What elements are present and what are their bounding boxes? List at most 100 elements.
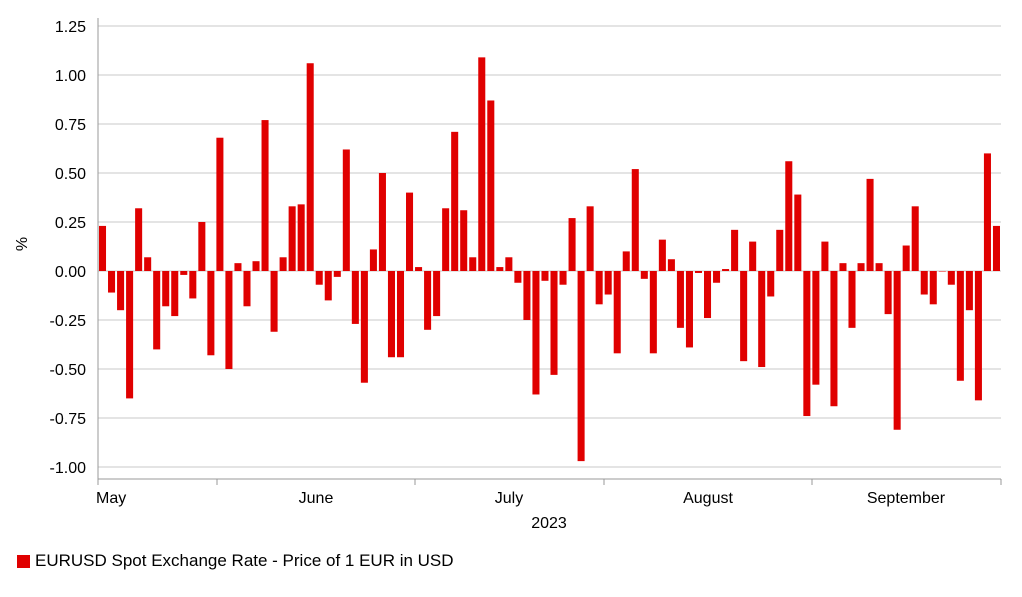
bar (704, 271, 712, 319)
bar (460, 210, 468, 271)
bar (387, 271, 395, 358)
bar (577, 271, 585, 462)
bar (604, 271, 612, 295)
y-tick-label: -0.75 (50, 411, 87, 428)
bar (234, 263, 242, 271)
bar (676, 271, 684, 328)
bar (830, 271, 838, 407)
bar (424, 271, 432, 330)
bar (911, 206, 919, 271)
bar (261, 120, 269, 271)
bar (803, 271, 811, 417)
bar (767, 271, 775, 297)
x-axis-label: 2023 (531, 515, 567, 532)
bar (216, 137, 224, 271)
bar (631, 169, 639, 271)
bar (153, 271, 161, 350)
bar (839, 263, 847, 271)
bar (956, 271, 964, 381)
bar (731, 229, 739, 271)
bar (523, 271, 531, 320)
bar (685, 271, 693, 348)
bar (297, 204, 305, 271)
y-tick-labels: 1.25 1.00 0.75 0.50 0.25 0.00 -0.25 -0.50 -0.75 -… (50, 19, 87, 477)
bar (974, 271, 982, 401)
x-tick-label: September (867, 490, 946, 507)
bar (550, 271, 558, 375)
bar (938, 271, 946, 272)
bar (559, 271, 567, 285)
bar (117, 271, 125, 311)
bar (785, 161, 793, 271)
bar (658, 239, 666, 271)
bar (171, 271, 179, 317)
bar (848, 271, 856, 328)
x-tick-labels: May June July August September (96, 479, 1002, 507)
bar (162, 271, 170, 307)
bar (947, 271, 955, 285)
bar (776, 229, 784, 271)
y-axis-label: % (14, 237, 31, 251)
legend: EURUSD Spot Exchange Rate - Price of 1 E… (17, 551, 454, 571)
bar (180, 271, 188, 275)
bar (396, 271, 405, 358)
bar (749, 241, 757, 271)
bar (929, 271, 937, 305)
bar (351, 271, 359, 324)
x-tick-label: May (96, 490, 126, 507)
bar (270, 271, 278, 332)
bar (315, 271, 323, 285)
bar (514, 271, 522, 283)
bar (505, 257, 513, 271)
bar (189, 271, 197, 299)
y-tick-label: 1.25 (55, 19, 86, 36)
y-tick-label: -1.00 (50, 460, 87, 477)
bar (144, 257, 152, 271)
bar (722, 269, 730, 271)
bar (207, 271, 215, 356)
bar (568, 218, 576, 271)
bar (884, 271, 892, 315)
x-tick-label: July (495, 490, 523, 507)
y-tick-label: 0.25 (55, 215, 86, 232)
bar (857, 263, 865, 271)
bar (965, 271, 973, 311)
bar (875, 263, 883, 271)
bar (866, 178, 874, 271)
bar (451, 131, 459, 271)
x-tick-label: June (299, 490, 334, 507)
bar (983, 153, 991, 271)
bar (812, 271, 820, 385)
bars (98, 57, 1000, 462)
bar (532, 271, 540, 395)
legend-swatch (17, 554, 30, 568)
y-tick-label: 1.00 (55, 68, 86, 85)
bar (243, 271, 251, 307)
bar (369, 249, 377, 271)
bar (433, 271, 441, 317)
bar (902, 245, 910, 271)
bar (478, 57, 486, 271)
bar (487, 100, 495, 271)
bar (252, 261, 260, 271)
bar (469, 257, 477, 271)
bar-chart: 1.25 1.00 0.75 0.50 0.25 0.00 -0.25 -0.50 -0.75 -… (14, 18, 1002, 532)
bar (992, 225, 1000, 271)
bar (333, 271, 341, 277)
bar (713, 271, 721, 283)
bar (415, 267, 423, 271)
bar (622, 251, 630, 271)
bar (198, 222, 206, 271)
bar (758, 271, 766, 368)
bar (613, 271, 621, 354)
legend-label: EURUSD Spot Exchange Rate - Price of 1 E… (35, 551, 454, 570)
bar (342, 149, 350, 271)
y-tick-label: 0.50 (55, 166, 86, 183)
bar (108, 271, 116, 293)
bar (98, 225, 107, 271)
axes (97, 18, 1001, 480)
bar (541, 271, 549, 281)
x-tick-label: August (683, 490, 733, 507)
y-tick-label: 0.00 (55, 264, 86, 281)
bar (324, 271, 332, 301)
